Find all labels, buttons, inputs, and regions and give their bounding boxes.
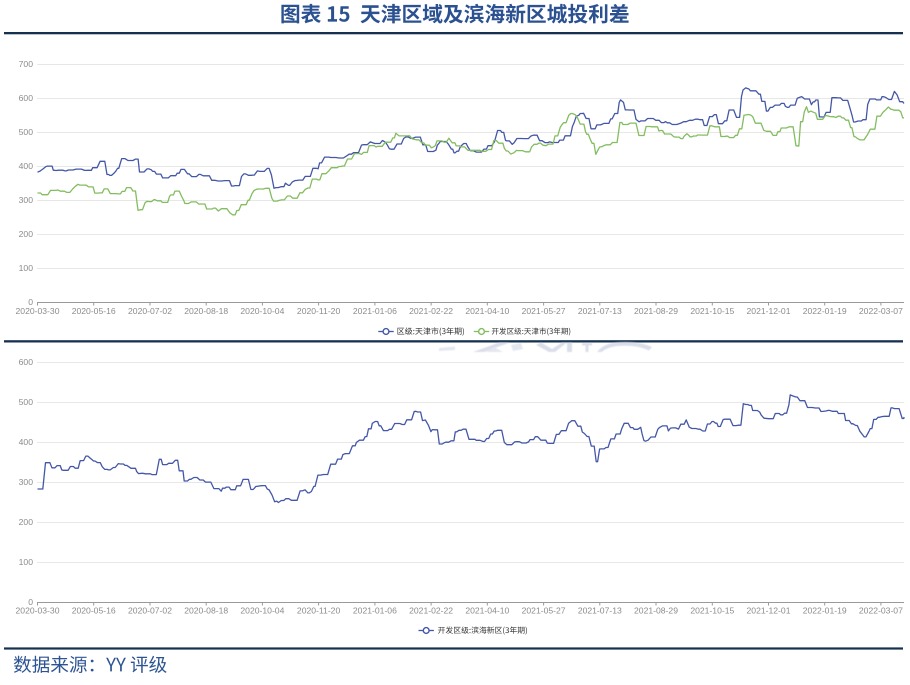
svg-text:2020-11-20: 2020-11-20 [297,606,341,616]
svg-text:2020-08-18: 2020-08-18 [184,306,228,316]
svg-text:2021-12-01: 2021-12-01 [747,306,791,316]
svg-text:2021-02-22: 2021-02-22 [409,306,453,316]
svg-text:2020-10-04: 2020-10-04 [240,306,284,316]
svg-text:2022-03-07: 2022-03-07 [859,606,903,616]
svg-text:500: 500 [19,127,34,137]
svg-text:400: 400 [19,161,34,171]
svg-text:300: 300 [19,195,34,205]
svg-text:400: 400 [19,437,34,447]
svg-text:2020-07-02: 2020-07-02 [128,306,172,316]
svg-text:2020-05-16: 2020-05-16 [72,606,116,616]
svg-text:0: 0 [28,297,33,307]
svg-text:2020-10-04: 2020-10-04 [240,606,284,616]
svg-text:2022-01-19: 2022-01-19 [803,306,847,316]
svg-text:600: 600 [19,357,34,367]
svg-text:200: 200 [19,229,34,239]
svg-text:2020-11-20: 2020-11-20 [297,306,341,316]
svg-text:0: 0 [28,597,33,607]
svg-text:2020-03-30: 2020-03-30 [16,606,60,616]
svg-text:2021-07-13: 2021-07-13 [578,606,622,616]
svg-text:2020-05-16: 2020-05-16 [72,306,116,316]
svg-text:2021-01-06: 2021-01-06 [353,306,397,316]
svg-text:2020-03-30: 2020-03-30 [16,306,60,316]
svg-text:2021-04-10: 2021-04-10 [465,606,509,616]
svg-text:2020-07-02: 2020-07-02 [128,606,172,616]
svg-text:300: 300 [19,477,34,487]
svg-text:600: 600 [19,93,34,103]
svg-text:2021-01-06: 2021-01-06 [353,606,397,616]
svg-text:2021-07-13: 2021-07-13 [578,306,622,316]
svg-text:2021-12-01: 2021-12-01 [747,606,791,616]
svg-text:2021-05-27: 2021-05-27 [522,606,566,616]
svg-text:2022-01-19: 2022-01-19 [803,606,847,616]
svg-text:2021-10-15: 2021-10-15 [690,306,734,316]
svg-text:2021-08-29: 2021-08-29 [634,306,678,316]
svg-text:100: 100 [19,557,34,567]
svg-text:700: 700 [19,59,34,69]
svg-text:2021-08-29: 2021-08-29 [634,606,678,616]
svg-text:500: 500 [19,397,34,407]
svg-text:100: 100 [19,263,34,273]
svg-text:200: 200 [19,517,34,527]
svg-text:2020-08-18: 2020-08-18 [184,606,228,616]
svg-text:2021-02-22: 2021-02-22 [409,606,453,616]
svg-text:2021-10-15: 2021-10-15 [690,606,734,616]
svg-text:2021-04-10: 2021-04-10 [465,306,509,316]
svg-text:2022-03-07: 2022-03-07 [859,306,903,316]
svg-text:2021-05-27: 2021-05-27 [522,306,566,316]
